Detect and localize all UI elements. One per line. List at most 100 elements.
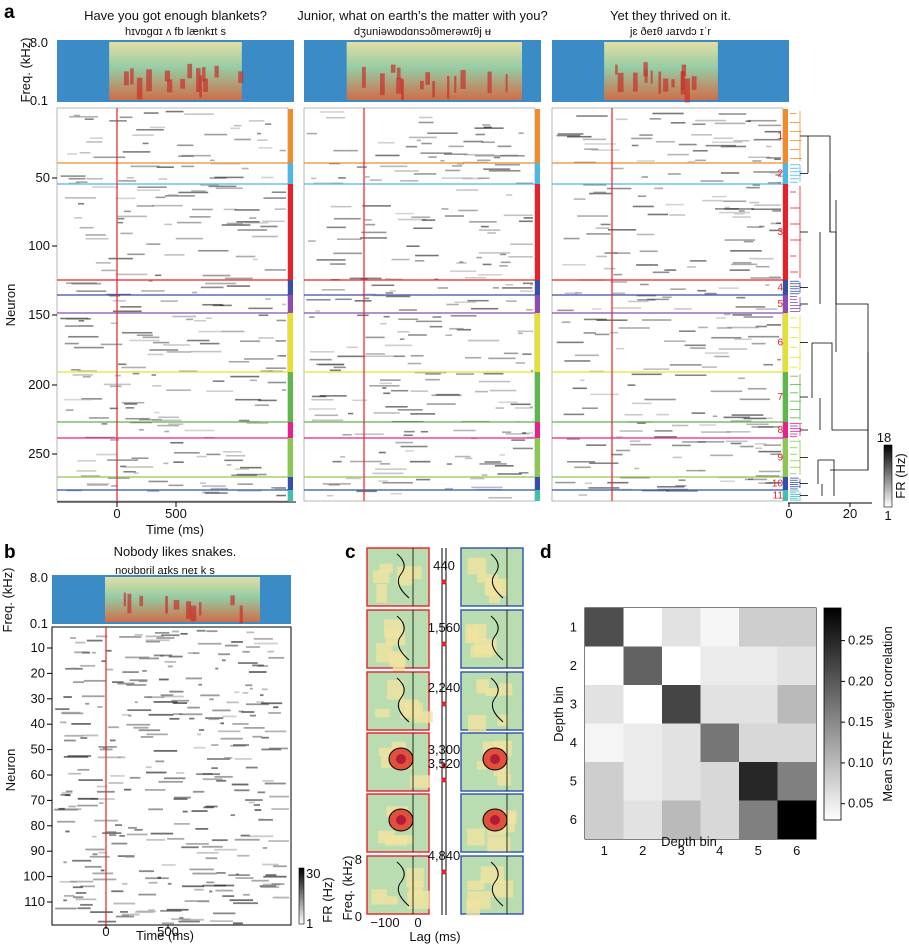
heatmap-colorbar-ticks: 0.250.200.150.100.05 [841, 633, 873, 811]
heatmap-x-tick: 1 [601, 843, 608, 858]
neuron-tick: 250 [28, 446, 50, 461]
neuron-tick: 30 [31, 691, 45, 706]
cluster-bar [783, 109, 788, 163]
heatmap-cell [662, 647, 701, 686]
panel-b-freq-bottom: 0.1 [30, 616, 48, 631]
spectrogram-2 [304, 40, 541, 102]
dendrogram-ticks: 0 20 [785, 503, 857, 521]
heatmap-colorbar-label: Mean STRF weight correlation [880, 626, 895, 802]
depth-correlation-heatmap [585, 608, 816, 839]
heatmap-y-ticks: 123456 [570, 619, 577, 827]
panel-b-colorbar-label: FR (Hz) [320, 877, 335, 923]
cluster-bar [783, 295, 788, 313]
neuron-tick: 20 [31, 665, 45, 680]
time-tick: 500 [165, 506, 187, 521]
colorbar-tick: 0.20 [848, 673, 873, 688]
panel-a-colorbar-label: FR (Hz) [893, 453, 908, 499]
cluster-number: 10 [772, 479, 784, 490]
heatmap-y-label: Depth bin [551, 686, 566, 742]
heatmap-cell [778, 647, 817, 686]
cluster-bar [288, 490, 293, 501]
panel-a-neuron-label: Neuron [3, 284, 18, 327]
cluster-bar [783, 438, 788, 477]
colorbar-tick: 0.05 [848, 796, 873, 811]
neuron-tick: 70 [31, 792, 45, 807]
cluster-bar [535, 184, 540, 280]
panel-b-neuron-ticks: 10 20 30 40 50 60 70 80 90 100 110 [23, 640, 52, 909]
strf-cell [461, 610, 523, 668]
heatmap-y-tick: 4 [570, 735, 577, 750]
cluster-bar [783, 372, 788, 422]
heatmap-cell [624, 608, 663, 647]
neuron-tick: 50 [36, 170, 50, 185]
heatmap-cell [624, 647, 663, 686]
cluster-bar [535, 438, 540, 477]
heatmap-cell [739, 685, 778, 724]
depth-probe: 4401,5602,2403,3003,5204,840 [428, 548, 461, 915]
panel-a-time-ticks: 0 500 [113, 502, 186, 521]
panel-b-freq-label: Freq. (kHz) [0, 568, 15, 633]
cluster-bar [783, 280, 788, 295]
panel-a-letter: a [4, 2, 15, 23]
panel-b-letter: b [4, 542, 16, 563]
panel-b-colorbar-max: 30 [306, 866, 320, 881]
colorbar-tick: 0.10 [848, 755, 873, 770]
heatmap-y-tick: 5 [570, 773, 577, 788]
strf-cell [367, 794, 429, 852]
strf-cell [461, 733, 523, 791]
cluster-number: 11 [773, 491, 784, 502]
panel-a-colorbar-min: 1 [884, 508, 891, 523]
heatmap-cell [585, 647, 624, 686]
sentence-title-2: Junior, what on earth’s the matter with … [297, 8, 548, 23]
strf-cell [461, 856, 523, 916]
cluster-bar [288, 280, 293, 295]
heatmap-y-tick: 6 [570, 812, 577, 827]
cluster-number: 3 [777, 227, 783, 238]
heatmap-colorbar [824, 608, 841, 820]
cluster-bar [288, 477, 293, 490]
cluster-bar [535, 163, 540, 184]
panel-a-rasters [57, 108, 788, 501]
cluster-bar [288, 313, 293, 372]
heatmap-cell [739, 762, 778, 801]
heatmap-cell [701, 762, 740, 801]
panel-b-colorbar [299, 868, 304, 924]
heatmap-cell [739, 647, 778, 686]
neuron-tick: 40 [31, 716, 45, 731]
cluster-bar [288, 184, 293, 280]
depth-label: 440 [433, 558, 455, 573]
depth-marker [442, 702, 447, 707]
panel-c-lag-tick-zero: 0 [414, 915, 421, 930]
panel-c-freq-bottom: 0 [355, 909, 362, 924]
heatmap-y-tick: 3 [570, 696, 577, 711]
heatmap-cell [585, 801, 624, 840]
time-tick: 0 [102, 924, 109, 939]
strf-cell [461, 794, 523, 852]
depth-marker [442, 778, 447, 783]
heatmap-cell [778, 762, 817, 801]
heatmap-x-tick: 2 [639, 843, 646, 858]
raster-2 [304, 108, 540, 501]
cluster-bar [535, 109, 540, 163]
cluster-bar [783, 184, 788, 280]
panel-b-freq-top: 8.0 [30, 570, 48, 585]
heatmap-x-tick: 6 [793, 843, 800, 858]
heatmap-cell [662, 685, 701, 724]
depth-marker [442, 642, 447, 647]
cluster-number: 5 [777, 299, 783, 310]
panel-a-neuron-ticks: 50 100 150 200 250 [28, 170, 57, 461]
neuron-tick: 100 [23, 869, 45, 884]
neuron-tick: 200 [28, 377, 50, 392]
heatmap-y-tick: 1 [570, 619, 577, 634]
cluster-bar [288, 163, 293, 184]
panel-a-freq-bottom: 0.1 [30, 93, 48, 108]
panel-c-lag-tick-neg: −100 [370, 915, 399, 930]
heatmap-cell [662, 608, 701, 647]
panel-a-time-label: Time (ms) [146, 522, 204, 537]
strf-cell [461, 672, 523, 732]
cluster-bar [288, 295, 293, 313]
depth-label: 4,840 [428, 848, 461, 863]
cluster-bar [535, 313, 540, 372]
panel-a-freq-top: 8.0 [30, 35, 48, 50]
